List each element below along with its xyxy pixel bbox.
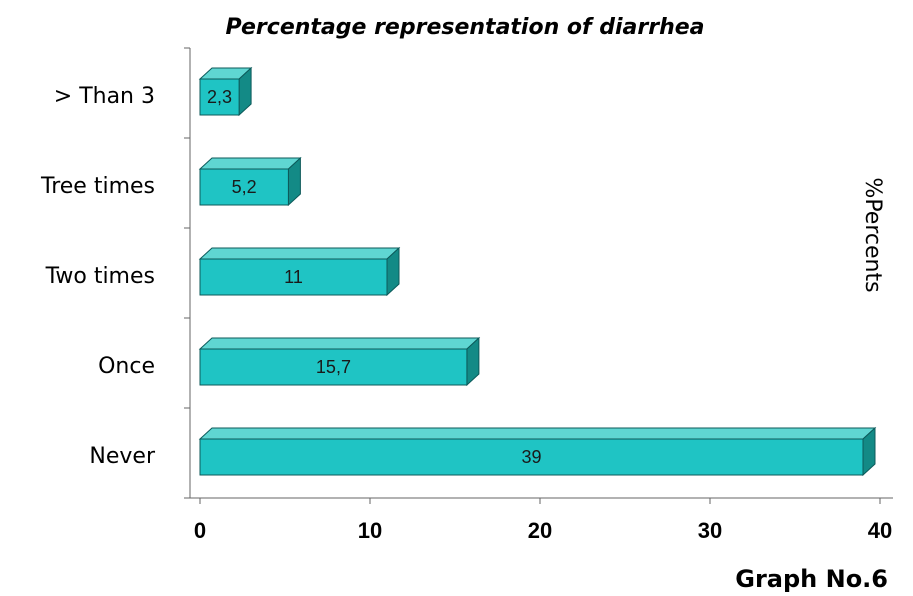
value-label: 5,2 — [232, 177, 257, 197]
y-tick-label: Two times — [45, 264, 155, 289]
y-tick-label: Once — [98, 354, 155, 379]
y-tick-label: Never — [89, 444, 156, 469]
bar-top — [198, 427, 877, 440]
bar-front — [199, 258, 388, 296]
y-tick-label: Tree times — [40, 174, 155, 199]
bar-front — [199, 78, 240, 116]
bar-front — [199, 168, 289, 206]
y-tick-label: > Than 3 — [54, 84, 155, 109]
value-label: 11 — [284, 267, 303, 287]
x-tick-label: 30 — [698, 518, 722, 543]
chart-title: Percentage representation of diarrhea — [225, 15, 704, 40]
bar — [198, 66, 253, 117]
value-label: 15,7 — [316, 357, 351, 377]
x-tick-label: 10 — [358, 518, 382, 543]
value-label: 39 — [521, 447, 541, 467]
caption: Graph No.6 — [735, 565, 888, 593]
x-tick-label: 20 — [528, 518, 552, 543]
bar-front — [199, 438, 864, 476]
bar — [198, 246, 401, 297]
x-tick-label: 0 — [194, 518, 206, 543]
bar — [198, 156, 302, 207]
bar-top — [198, 337, 481, 350]
bar — [198, 336, 481, 387]
bar-top — [198, 157, 302, 170]
bar — [198, 426, 877, 477]
value-label: 2,3 — [207, 87, 232, 107]
x-tick-label: 40 — [868, 518, 892, 543]
bar-top — [198, 247, 401, 260]
axis-label: %Percents — [860, 177, 885, 292]
bar-front — [199, 348, 468, 386]
